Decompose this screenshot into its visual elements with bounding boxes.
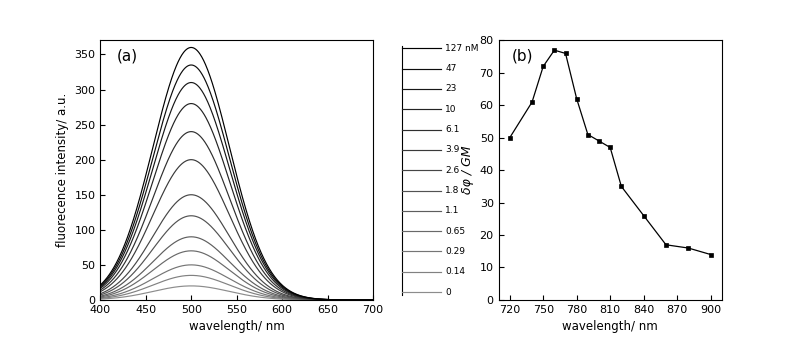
Text: 10: 10 bbox=[445, 105, 457, 114]
Text: 0.29: 0.29 bbox=[445, 247, 465, 256]
X-axis label: wavelength/ nm: wavelength/ nm bbox=[562, 320, 658, 333]
Text: 1.8: 1.8 bbox=[445, 186, 460, 195]
Text: 2.6: 2.6 bbox=[445, 166, 460, 175]
X-axis label: wavelength/ nm: wavelength/ nm bbox=[188, 320, 285, 333]
Text: 47: 47 bbox=[445, 64, 456, 73]
Text: (b): (b) bbox=[512, 48, 533, 63]
Y-axis label: δφ / GM: δφ / GM bbox=[461, 146, 474, 194]
Text: 6.1: 6.1 bbox=[445, 125, 460, 134]
Y-axis label: fluorecence intensity/ a.u.: fluorecence intensity/ a.u. bbox=[55, 93, 69, 247]
Text: 0.14: 0.14 bbox=[445, 267, 465, 276]
Text: 0: 0 bbox=[445, 288, 451, 297]
Text: 0.65: 0.65 bbox=[445, 227, 465, 236]
Text: 3.9: 3.9 bbox=[445, 145, 460, 154]
Text: (a): (a) bbox=[116, 48, 138, 63]
Text: 1.1: 1.1 bbox=[445, 206, 460, 215]
Text: 23: 23 bbox=[445, 84, 456, 93]
Text: 127 nM: 127 nM bbox=[445, 44, 479, 53]
